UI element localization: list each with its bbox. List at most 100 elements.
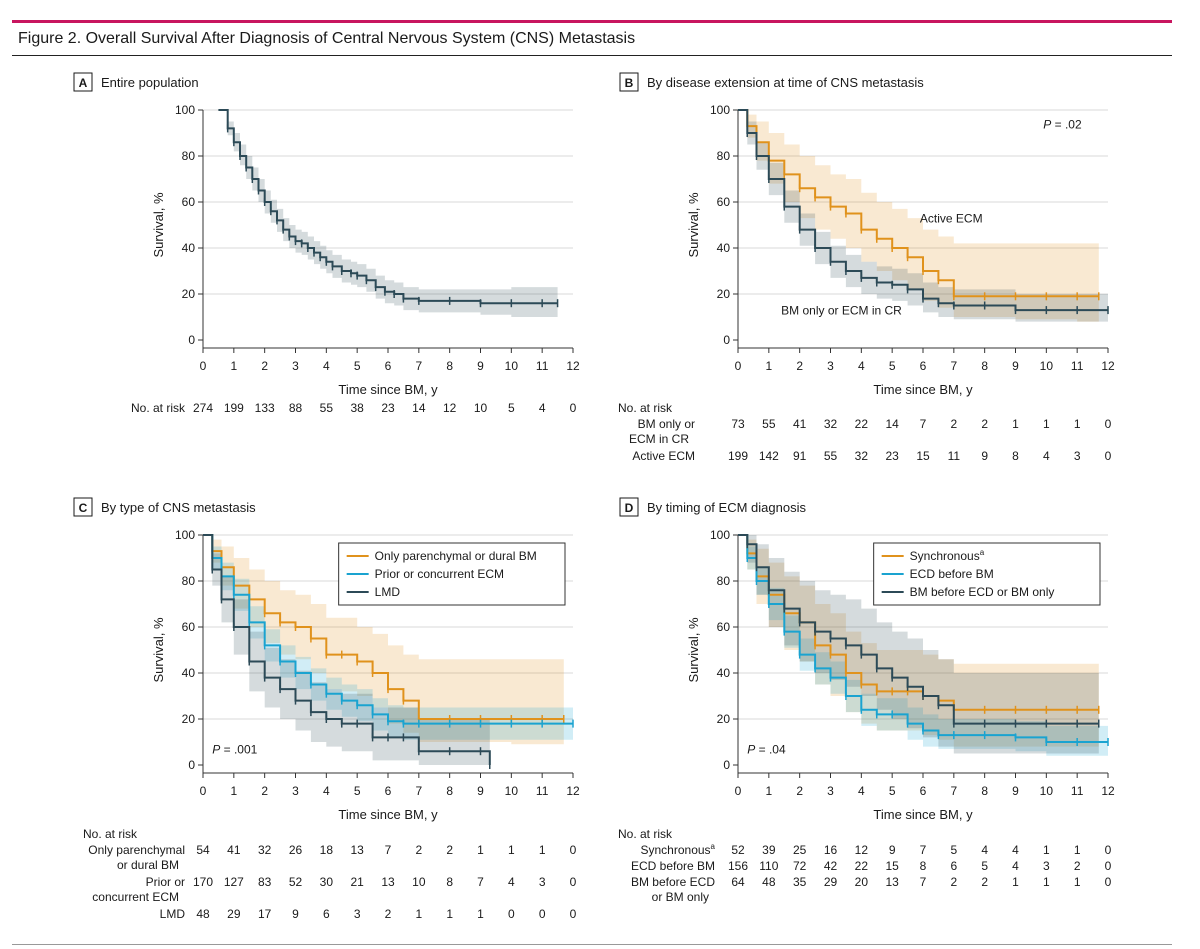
top-accent-rule	[12, 20, 1172, 23]
risk-value: 1	[1012, 417, 1019, 431]
legend-label: Only parenchymal or dural BM	[375, 549, 537, 563]
legend-box	[873, 542, 1101, 606]
risk-value: 20	[855, 875, 869, 889]
y-axis-label: Survival, %	[151, 192, 166, 257]
risk-value: 25	[793, 843, 807, 857]
risk-value: 0	[508, 907, 515, 921]
risk-value: 6	[950, 859, 957, 873]
risk-value: 41	[793, 417, 807, 431]
x-axis-label: Time since BM, y	[873, 807, 973, 822]
risk-value: 7	[920, 875, 927, 889]
y-tick-label: 80	[717, 574, 731, 588]
x-tick-label: 5	[354, 359, 361, 373]
risk-row-label: Active ECM	[632, 449, 695, 463]
y-tick-label: 0	[723, 758, 730, 772]
y-tick-label: 60	[717, 620, 731, 634]
x-tick-label: 10	[1040, 359, 1054, 373]
x-tick-label: 1	[230, 359, 237, 373]
y-tick-label: 0	[188, 333, 195, 347]
x-tick-label: 6	[385, 784, 392, 798]
panel-title: By type of CNS metastasis	[101, 500, 256, 515]
risk-value: 18	[320, 843, 334, 857]
p-value: P = .04	[747, 743, 786, 757]
risk-value: 29	[824, 875, 838, 889]
panel-letter-box	[619, 497, 639, 517]
risk-value: 2	[981, 875, 988, 889]
risk-value: 1	[508, 843, 515, 857]
risk-value: 73	[731, 417, 745, 431]
risk-value: 17	[258, 907, 272, 921]
x-tick-label: 6	[920, 784, 927, 798]
x-axis-label: Time since BM, y	[338, 807, 438, 822]
risk-value: 10	[412, 875, 426, 889]
risk-value: 32	[855, 449, 869, 463]
y-tick-label: 80	[182, 149, 196, 163]
risk-value: 9	[292, 907, 299, 921]
p-value-text: = .04	[755, 743, 786, 757]
risk-value: 39	[762, 843, 776, 857]
risk-row-label: Synchronousa	[641, 842, 716, 857]
y-tick-label: 100	[710, 103, 730, 117]
risk-value: 23	[885, 449, 899, 463]
risk-value: 9	[981, 449, 988, 463]
risk-table: No. at risk 274 199 133 88 55 38 23 14 12 10 5 4 0	[131, 401, 577, 415]
x-tick-label: 8	[981, 359, 988, 373]
legend-label: BM before ECD or BM only	[910, 585, 1055, 599]
x-tick-label: 7	[415, 784, 422, 798]
panel-title: By timing of ECM diagnosis	[647, 500, 806, 515]
x-tick-label: 6	[920, 359, 927, 373]
y-tick-label: 100	[175, 103, 195, 117]
risk-value: 4	[1012, 859, 1019, 873]
risk-value: 1	[446, 907, 453, 921]
x-tick-label: 8	[446, 784, 453, 798]
ci-band	[738, 535, 1108, 756]
risk-value: 199	[728, 449, 748, 463]
risk-value: 0	[570, 401, 577, 415]
risk-value: 55	[824, 449, 838, 463]
x-tick-label: 2	[796, 359, 803, 373]
risk-value: 1	[1043, 843, 1050, 857]
risk-value: 9	[889, 843, 896, 857]
risk-value: 72	[793, 859, 807, 873]
x-axis-label: Time since BM, y	[873, 382, 973, 397]
y-tick-label: 60	[182, 195, 196, 209]
risk-row-label: Prior or	[146, 875, 185, 889]
x-tick-label: 1	[230, 784, 237, 798]
y-tick-label: 40	[717, 666, 731, 680]
risk-value: 35	[793, 875, 807, 889]
title-rule	[12, 55, 1172, 56]
legend: Only parenchymal or dural BM Prior or con…	[338, 542, 566, 606]
x-tick-label: 3	[292, 359, 299, 373]
x-tick-label: 2	[796, 784, 803, 798]
x-tick-label: 4	[858, 784, 865, 798]
risk-value: 0	[1105, 417, 1112, 431]
panel-letter: A	[79, 76, 88, 90]
risk-value: 4	[1012, 843, 1019, 857]
panel-letter-box	[73, 497, 93, 517]
risk-value: 3	[354, 907, 361, 921]
risk-value: 42	[824, 859, 838, 873]
risk-value: 1	[477, 907, 484, 921]
figure-title: Figure 2. Overall Survival After Diagnos…	[18, 30, 636, 47]
x-tick-label: 5	[354, 784, 361, 798]
x-tick-label: 7	[950, 784, 957, 798]
risk-value: 1	[539, 843, 546, 857]
y-tick-label: 100	[710, 528, 730, 542]
risk-value: 0	[570, 843, 577, 857]
panel-letter-box	[619, 72, 639, 92]
x-tick-label: 11	[536, 359, 549, 373]
risk-value: 3	[1043, 859, 1050, 873]
x-tick-label: 4	[858, 359, 865, 373]
risk-value: 12	[855, 843, 869, 857]
x-tick-label: 12	[566, 784, 580, 798]
risk-value: 88	[289, 401, 303, 415]
risk-value: 1	[1043, 875, 1050, 889]
risk-value: 2	[446, 843, 453, 857]
x-tick-label: 0	[200, 784, 207, 798]
risk-value: 21	[350, 875, 364, 889]
panel-title: By disease extension at time of CNS meta…	[647, 75, 924, 90]
y-tick-label: 60	[182, 620, 196, 634]
risk-value: 8	[920, 859, 927, 873]
